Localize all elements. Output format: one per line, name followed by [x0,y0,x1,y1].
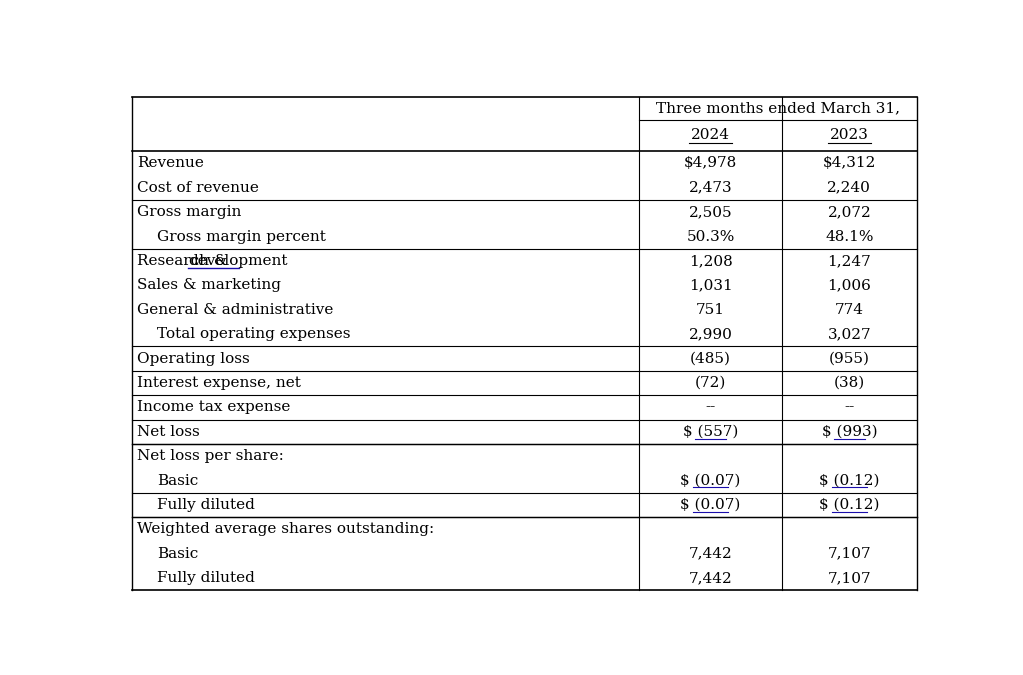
Text: 7,442: 7,442 [688,571,732,585]
Text: Gross margin: Gross margin [137,205,241,219]
Text: Net loss: Net loss [137,425,201,439]
Text: Sales & marketing: Sales & marketing [137,278,281,292]
Text: 7,107: 7,107 [828,547,872,561]
Text: Three months ended March 31,: Three months ended March 31, [656,101,900,115]
Text: 1,031: 1,031 [688,278,732,292]
Text: (485): (485) [691,352,731,366]
Text: Cost of revenue: Cost of revenue [137,181,259,195]
Text: 3,027: 3,027 [828,327,872,341]
Text: $ (0.07): $ (0.07) [680,498,741,512]
Text: Total operating expenses: Total operating expenses [158,327,351,341]
Text: --: -- [706,400,716,414]
Text: 2,990: 2,990 [688,327,732,341]
Text: General & administrative: General & administrative [137,303,333,317]
Text: 48.1%: 48.1% [826,230,874,244]
Text: Net loss per share:: Net loss per share: [137,449,284,463]
Text: $ (993): $ (993) [821,425,877,439]
Text: 2,473: 2,473 [688,181,732,195]
Text: $ (557): $ (557) [683,425,739,439]
Text: Income tax expense: Income tax expense [137,400,291,414]
Text: 7,442: 7,442 [688,547,732,561]
Text: Fully diluted: Fully diluted [158,498,255,512]
Text: 1,247: 1,247 [828,254,872,268]
Text: 50.3%: 50.3% [686,230,735,244]
Text: Gross margin percent: Gross margin percent [158,230,326,244]
Text: development: development [188,254,287,268]
Text: 2,240: 2,240 [828,181,872,195]
Text: 751: 751 [696,303,725,317]
Text: Interest expense, net: Interest expense, net [137,376,301,390]
Text: $ (0.12): $ (0.12) [819,498,880,512]
Text: Research &: Research & [137,254,233,268]
Text: 774: 774 [835,303,863,317]
Text: 7,107: 7,107 [828,571,872,585]
Text: $ (0.12): $ (0.12) [819,474,880,487]
Text: Revenue: Revenue [137,157,205,170]
Text: (38): (38) [834,376,865,390]
Text: (955): (955) [829,352,870,366]
Text: --: -- [844,400,854,414]
Text: 1,208: 1,208 [688,254,732,268]
Text: Basic: Basic [158,474,198,487]
Text: (72): (72) [695,376,726,390]
Text: Operating loss: Operating loss [137,352,251,366]
Text: 2,505: 2,505 [688,205,732,219]
Text: 1,006: 1,006 [828,278,872,292]
Text: $ (0.07): $ (0.07) [680,474,741,487]
Text: Weighted average shares outstanding:: Weighted average shares outstanding: [137,522,435,537]
Text: 2023: 2023 [830,128,869,142]
Text: Fully diluted: Fully diluted [158,571,255,585]
Text: $4,312: $4,312 [822,157,876,170]
Text: $4,978: $4,978 [684,157,738,170]
Text: Basic: Basic [158,547,198,561]
Text: 2024: 2024 [692,128,730,142]
Text: 2,072: 2,072 [828,205,872,219]
